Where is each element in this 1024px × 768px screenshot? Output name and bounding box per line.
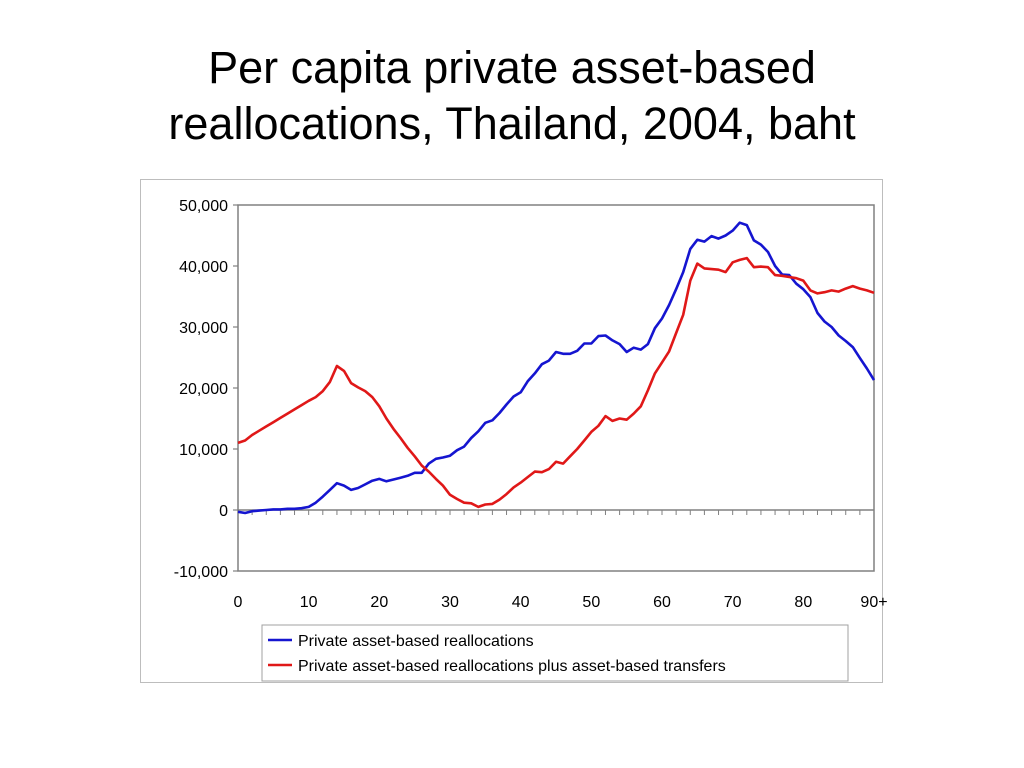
x-tick-label: 20 (370, 594, 388, 611)
y-tick-label: 50,000 (179, 198, 228, 215)
x-tick-label: 80 (794, 594, 812, 611)
y-tick-label: -10,000 (174, 564, 228, 581)
x-tick-label: 60 (653, 594, 671, 611)
legend-label-1: Private asset-based reallocations (298, 633, 534, 650)
legend-label-2: Private asset-based reallocations plus a… (298, 658, 726, 675)
x-tick-label: 50 (582, 594, 600, 611)
y-tick-label: 40,000 (179, 259, 228, 276)
x-tick-label: 0 (234, 594, 243, 611)
slide-title: Per capita private asset-based reallocat… (0, 40, 1024, 152)
y-tick-label: 20,000 (179, 381, 228, 398)
chart-area (140, 179, 883, 683)
legend: Private asset-based reallocations Private… (261, 624, 849, 682)
series-line-1 (237, 221, 876, 515)
x-tick-label: 70 (724, 594, 742, 611)
series-line-2 (237, 256, 875, 509)
title-line-2: reallocations, Thailand, 2004, baht (168, 98, 856, 149)
plot-border (237, 204, 875, 572)
title-line-1: Per capita private asset-based (208, 42, 816, 93)
y-tick-label: 0 (219, 503, 228, 520)
x-tick-label: 10 (300, 594, 318, 611)
y-tick-label: 30,000 (179, 320, 228, 337)
legend-box (261, 624, 849, 682)
y-tick-label: 10,000 (179, 442, 228, 459)
x-tick-label: 30 (441, 594, 459, 611)
x-tick-label: 40 (512, 594, 530, 611)
x-tick-label: 90+ (860, 594, 887, 611)
plot-area: -10,000 0 10,000 20,000 30,000 40,000 50,000 0 1… (174, 198, 888, 611)
